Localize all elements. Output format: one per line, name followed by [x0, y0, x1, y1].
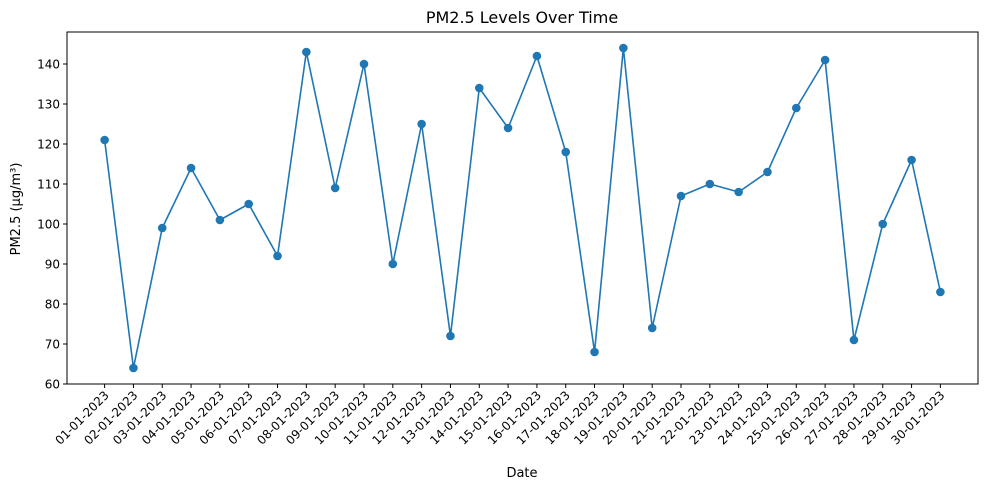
data-point: [590, 347, 599, 357]
data-point: [417, 119, 426, 129]
y-tick-label: 60: [45, 378, 60, 392]
data-point: [734, 187, 743, 197]
data-point: [129, 363, 138, 373]
y-tick-label: 80: [45, 298, 60, 312]
data-point: [878, 219, 888, 229]
y-axis-label: PM2.5 (µg/m³): [9, 163, 24, 256]
plot-area: 6070809010011012013014001-01-202302-01-2…: [37, 31, 979, 447]
y-tick-label: 100: [37, 218, 60, 232]
data-point: [936, 287, 945, 297]
data-point: [359, 59, 369, 69]
y-tick-label: 130: [37, 98, 60, 112]
chart-title: PM2.5 Levels Over Time: [426, 8, 618, 27]
data-point: [302, 47, 311, 57]
y-tick-label: 90: [45, 258, 60, 272]
data-point: [157, 223, 167, 233]
data-point: [100, 135, 109, 145]
data-point: [705, 179, 715, 189]
data-point: [474, 83, 484, 93]
series-line: [103, 47, 942, 369]
data-point: [849, 335, 859, 345]
data-point: [763, 167, 772, 177]
data-point: [244, 199, 254, 209]
data-point: [532, 51, 542, 61]
data-point: [647, 323, 657, 333]
data-point: [446, 331, 455, 341]
data-point: [186, 163, 196, 173]
data-point: [619, 43, 628, 53]
data-point: [273, 251, 282, 261]
data-point: [907, 155, 916, 165]
y-tick-label: 110: [37, 178, 60, 192]
data-point: [388, 259, 398, 269]
data-point: [503, 123, 513, 133]
data-point: [791, 103, 801, 113]
y-tick-label: 140: [37, 58, 60, 72]
y-tick-label: 70: [45, 338, 60, 352]
data-point: [676, 191, 686, 201]
data-point: [330, 183, 340, 193]
x-axis-label: Date: [506, 466, 537, 481]
plot-frame: [66, 31, 979, 385]
data-point: [820, 55, 830, 65]
data-point: [561, 147, 571, 157]
y-tick-label: 120: [37, 138, 60, 152]
data-point: [215, 215, 225, 225]
